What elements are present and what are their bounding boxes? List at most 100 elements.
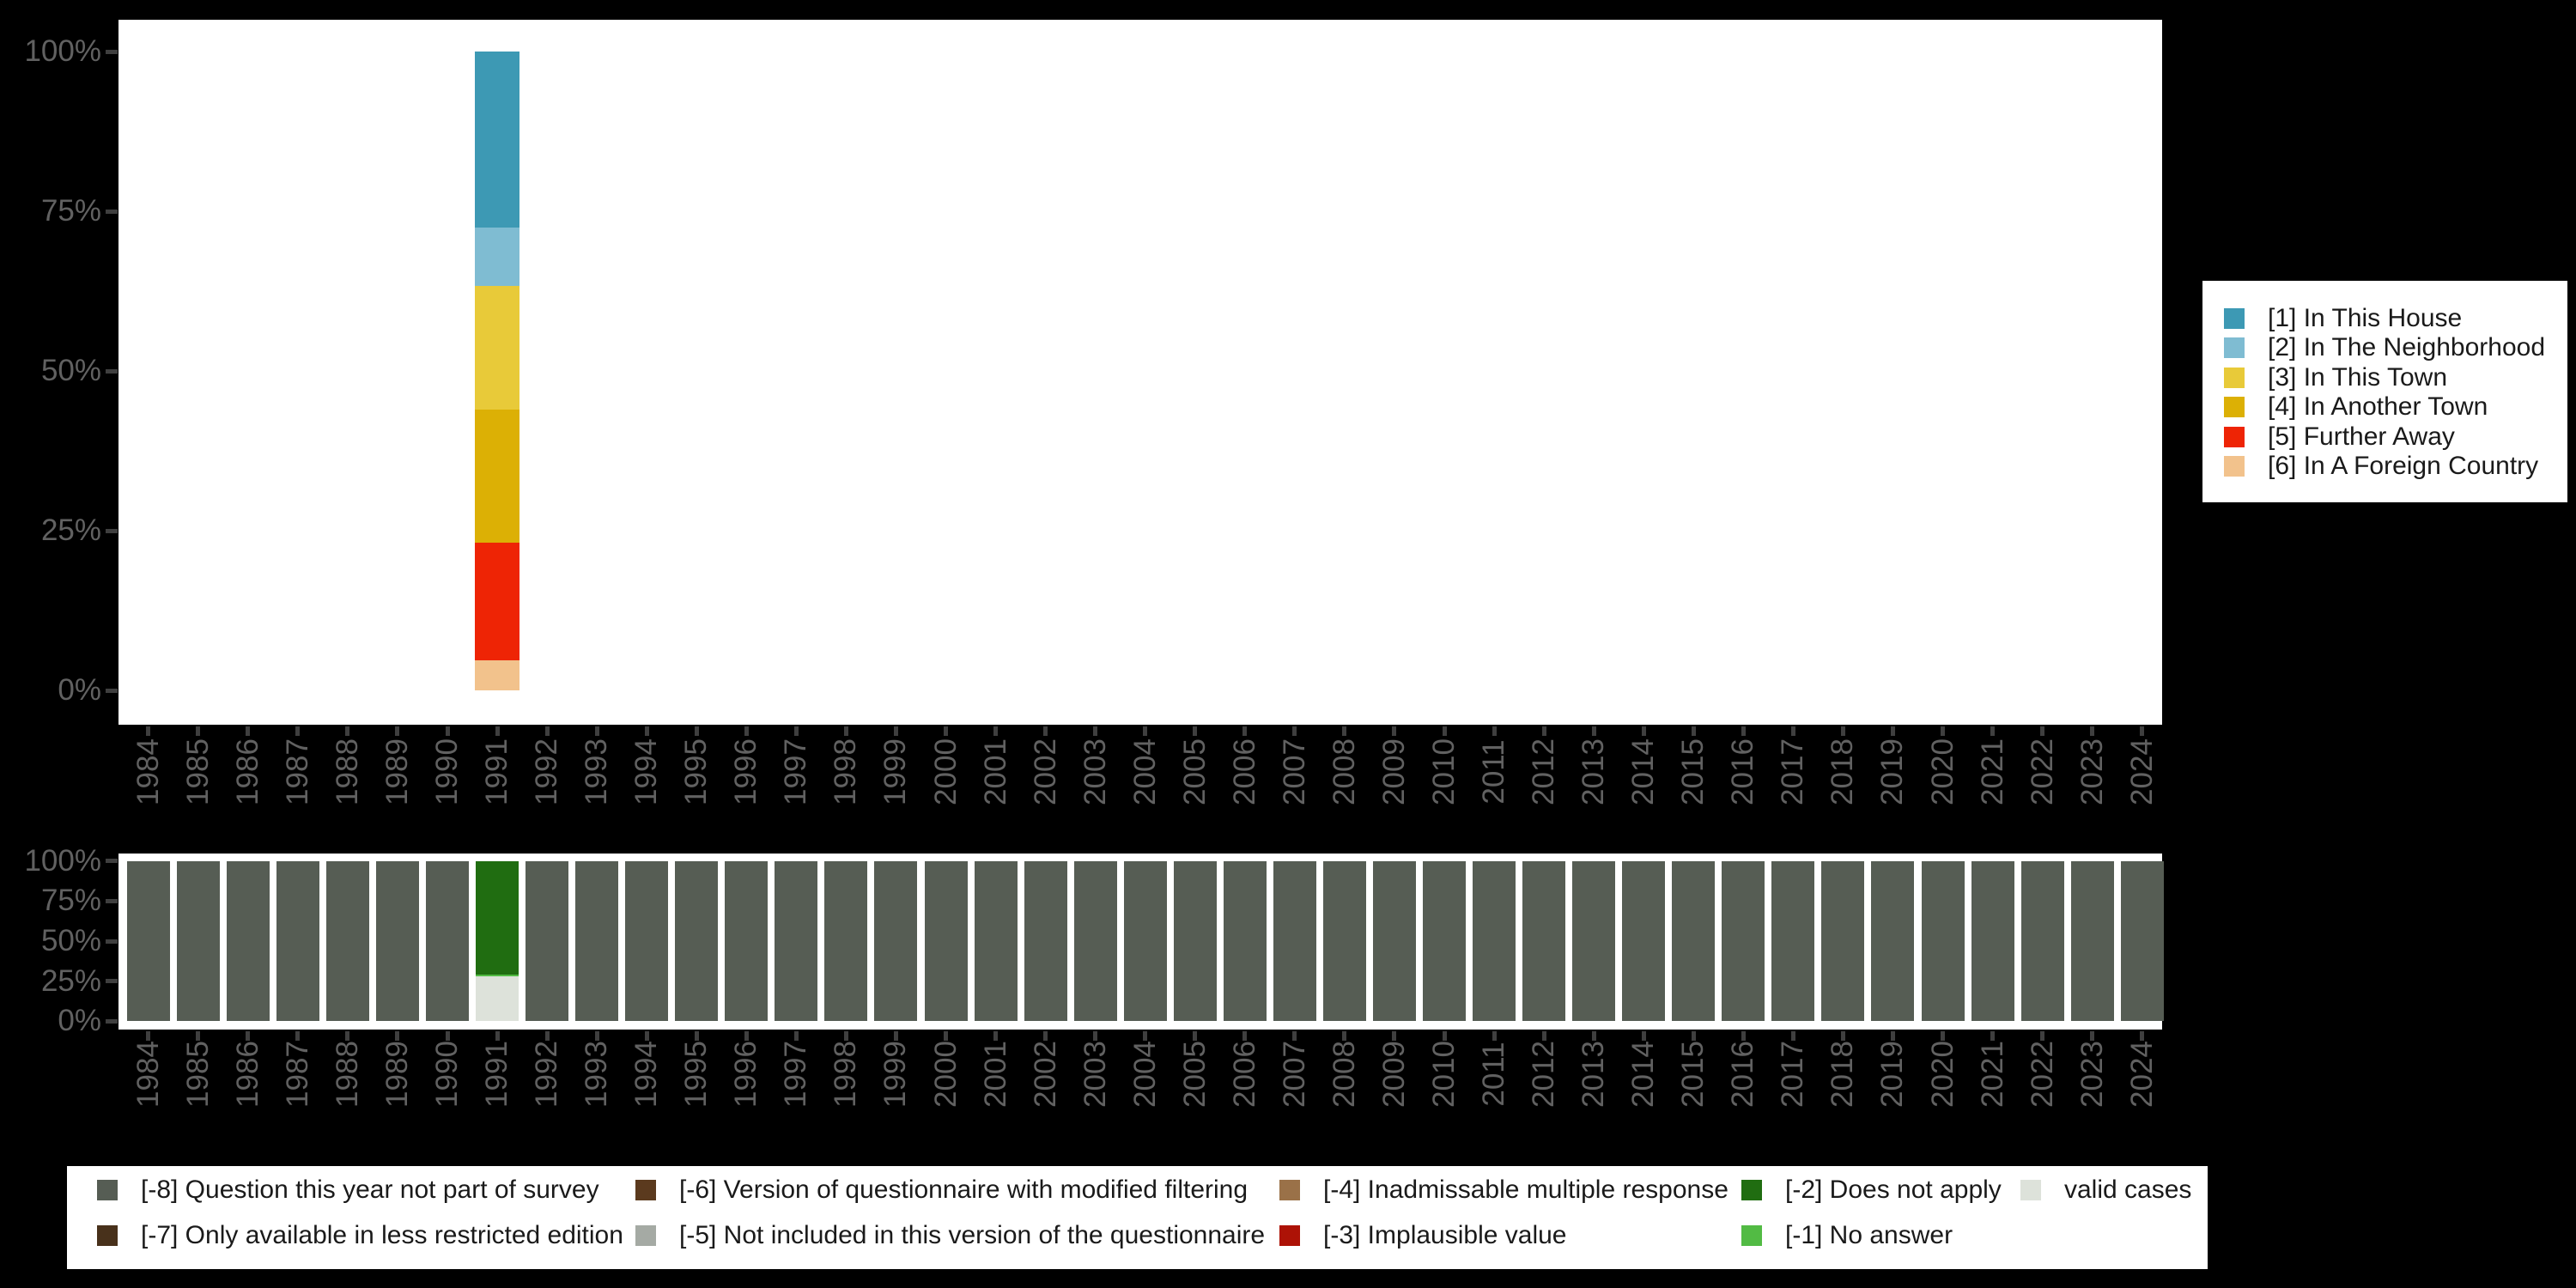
x-tick-label-1984: 1984: [131, 738, 165, 805]
bar-2024: [2120, 52, 2165, 690]
bar-1993: [574, 52, 619, 690]
x-axis-tick: [146, 726, 151, 736]
x-axis-tick: [1342, 726, 1347, 736]
bar-1992: [525, 52, 569, 690]
bar-segment: [475, 52, 520, 228]
x-axis-tick: [1442, 726, 1447, 736]
bar-segment: [1821, 860, 1865, 1022]
bar-2008: [1322, 52, 1367, 690]
x-tick-label-2017: 2017: [1776, 1041, 1810, 1108]
bar-1996: [724, 52, 769, 690]
x-tick-label-1993: 1993: [580, 738, 614, 805]
bar-segment: [476, 860, 519, 975]
x-axis-tick: [1591, 726, 1596, 736]
x-axis-tick: [1840, 726, 1845, 736]
x-tick-label-2018: 2018: [1826, 1041, 1860, 1108]
x-tick-label-2021: 2021: [1975, 738, 2009, 805]
x-tick-label-1990: 1990: [430, 738, 464, 805]
bar-segment: [874, 860, 918, 1022]
x-tick-label-2007: 2007: [1277, 738, 1311, 805]
x-tick-label-2020: 2020: [1925, 1041, 1959, 1108]
x-tick-label-2012: 2012: [1527, 1041, 1561, 1108]
legend-label: [3] In This Town: [2268, 362, 2448, 392]
x-axis-tick: [993, 1031, 999, 1041]
x-tick-label-2017: 2017: [1776, 738, 1810, 805]
bar-segment: [1073, 860, 1117, 1022]
x-tick-label-2000: 2000: [928, 738, 963, 805]
bar-segment: [675, 860, 719, 1022]
x-tick-label-2019: 2019: [1875, 1041, 1910, 1108]
x-axis-tick: [345, 726, 350, 736]
bar-2015: [1672, 860, 1716, 1022]
x-tick-label-2023: 2023: [2075, 738, 2109, 805]
x-axis-tick: [1890, 726, 1895, 736]
x-tick-label-2008: 2008: [1327, 1041, 1361, 1108]
bar-2015: [1671, 52, 1716, 690]
x-tick-label-1994: 1994: [629, 1041, 664, 1108]
legend-swatch: [2020, 1180, 2041, 1200]
x-axis-tick: [1541, 726, 1546, 736]
bar-segment: [176, 860, 220, 1022]
bar-2019: [1871, 860, 1915, 1022]
x-axis-tick: [1043, 1031, 1048, 1041]
x-tick-label-2020: 2020: [1925, 738, 1959, 805]
legend-item: [3] In This Town: [2224, 363, 2550, 392]
missings-legend: [-8] Question this year not part of surv…: [67, 1166, 2208, 1269]
bar-1986: [226, 860, 270, 1022]
bar-segment: [1771, 860, 1815, 1022]
x-tick-label-2008: 2008: [1327, 738, 1361, 805]
bar-segment: [475, 286, 520, 410]
bar-segment: [625, 860, 669, 1022]
legend-label: valid cases: [2064, 1176, 2192, 1204]
x-tick-label-2004: 2004: [1127, 738, 1162, 805]
x-tick-label-1998: 1998: [829, 738, 863, 805]
x-tick-label-1995: 1995: [679, 1041, 714, 1108]
legend-label: [2] In The Neighborhood: [2268, 333, 2546, 362]
legend-label: [6] In A Foreign Country: [2268, 452, 2539, 480]
bar-2006: [1223, 860, 1267, 1022]
legend-item: [4] In Another Town: [2224, 392, 2550, 421]
missings-chart-plot: [118, 854, 2164, 1030]
bar-1984: [126, 52, 171, 690]
x-tick-label-1985: 1985: [180, 738, 215, 805]
legend-swatch: [97, 1180, 118, 1200]
bar-segment: [725, 860, 769, 1022]
x-tick-label-2016: 2016: [1726, 1041, 1760, 1108]
bar-1992: [526, 860, 569, 1022]
x-axis-tick: [544, 1031, 550, 1041]
x-axis-tick: [1641, 726, 1646, 736]
bar-2002: [1024, 52, 1068, 690]
bar-1987: [276, 52, 320, 690]
x-axis-tick: [1941, 726, 1945, 736]
bar-1986: [226, 52, 270, 690]
x-axis-tick: [1492, 726, 1497, 736]
x-tick-label-1988: 1988: [330, 738, 364, 805]
x-axis-tick: [1242, 1031, 1248, 1041]
answers-legend: [1] In This House [2] In The Neighborhood…: [2202, 281, 2567, 502]
legend-swatch: [2224, 308, 2245, 329]
bar-1990: [425, 52, 470, 690]
legend-swatch: [2224, 367, 2245, 388]
bar-segment: [1672, 860, 1716, 1022]
x-tick-label-2021: 2021: [1975, 1041, 2009, 1108]
x-axis-tick: [2040, 1031, 2045, 1041]
legend-label: [-5] Not included in this version of the…: [679, 1221, 1266, 1249]
bar-1993: [575, 860, 619, 1022]
bar-1991: [476, 860, 519, 1022]
bar-1997: [774, 52, 818, 690]
x-tick-label-2002: 2002: [1028, 738, 1062, 805]
x-tick-label-1984: 1984: [131, 1041, 165, 1108]
legend-label: [1] In This House: [2268, 304, 2463, 332]
x-axis-tick: [744, 1031, 749, 1041]
x-tick-label-2012: 2012: [1527, 738, 1561, 805]
x-axis-tick: [1741, 726, 1746, 736]
x-axis-tick: [1093, 726, 1098, 736]
bar-1985: [176, 52, 221, 690]
bar-2009: [1372, 860, 1416, 1022]
bar-segment: [1871, 860, 1915, 1022]
x-axis-tick: [2140, 1031, 2145, 1041]
x-tick-label-2010: 2010: [1427, 1041, 1461, 1108]
x-axis-tick: [246, 1031, 251, 1041]
x-axis-tick: [395, 1031, 400, 1041]
bar-segment: [824, 860, 868, 1022]
